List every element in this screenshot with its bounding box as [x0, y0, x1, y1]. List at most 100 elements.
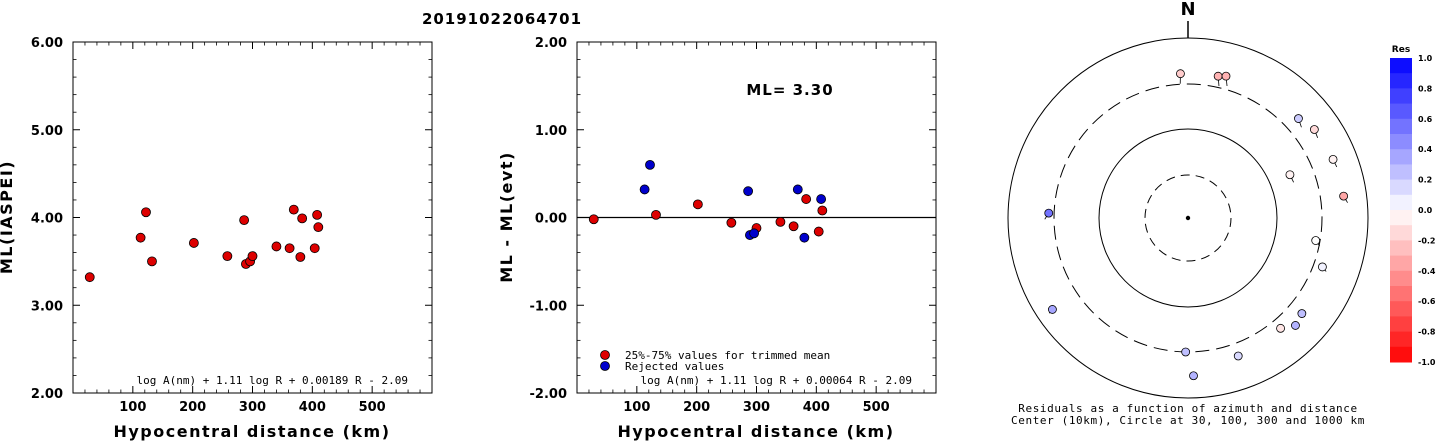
- panel1-x-axis-label: Hypocentral distance (km): [113, 422, 390, 441]
- station-residual: [1181, 347, 1191, 357]
- station-marker: [1189, 371, 1198, 381]
- data-point: [788, 221, 799, 232]
- colorbar-tick-label: -0.2: [1418, 236, 1436, 245]
- data-point: [817, 205, 828, 216]
- colorbar-cells: [1390, 58, 1412, 363]
- x-tick-label: 500: [359, 400, 386, 415]
- station-residual: [1189, 371, 1198, 381]
- data-point: [651, 209, 661, 220]
- station-marker: [1318, 262, 1327, 272]
- station-marker: [1339, 191, 1349, 201]
- panel2-formula: log A(nm) + 1.11 log R + 0.00064 R - 2.0…: [640, 374, 912, 387]
- data-point: [639, 184, 650, 195]
- colorbar-cell: [1390, 316, 1412, 333]
- y-tick-label: 5.00: [31, 124, 63, 139]
- data-point: [799, 232, 810, 243]
- colorbar-cell: [1390, 179, 1412, 196]
- data-point: [726, 217, 737, 228]
- circle-100km: [1098, 128, 1278, 308]
- data-point: [247, 251, 258, 262]
- colorbar-cell: [1390, 164, 1412, 181]
- station-residual: [1311, 236, 1321, 247]
- circle-1000km: [1007, 37, 1369, 399]
- x-tick-label: 400: [299, 400, 326, 415]
- y-tick-label: 2.00: [31, 387, 63, 402]
- data-point: [141, 207, 151, 218]
- data-point: [188, 238, 199, 248]
- colorbar-tick-label: -1.0: [1418, 358, 1436, 367]
- circle-30km: [1144, 174, 1232, 262]
- colorbar-cell: [1390, 73, 1412, 89]
- station-marker: [1221, 71, 1231, 81]
- station-marker: [1181, 347, 1191, 357]
- legend-label-rejected: Rejected values: [625, 360, 724, 373]
- colorbar-tick-label: 0.8: [1418, 84, 1433, 93]
- legend-marker-rejected: [600, 361, 610, 371]
- station-residual: [1233, 351, 1243, 361]
- y-tick-label: 3.00: [31, 299, 63, 314]
- panel1-ticks: [73, 41, 432, 394]
- data-point: [295, 252, 306, 262]
- y-tick-label: 6.00: [31, 36, 63, 51]
- station-residual: [1328, 154, 1338, 168]
- station-residual: [1318, 262, 1327, 272]
- panel1-tick-labels: 100 200 300 400 500 2.00 3.00 4.00 5.00 6.00: [31, 36, 386, 415]
- panel-azimuth-residuals: N Residuals as a function of azimuth and…: [1007, 0, 1369, 427]
- data-point: [271, 241, 282, 252]
- station-marker: [1294, 114, 1303, 123]
- panel1-y-axis-label: ML(IASPEI): [0, 160, 16, 274]
- data-point: [147, 256, 157, 267]
- x-tick-label: 200: [179, 400, 206, 415]
- data-point: [222, 251, 233, 262]
- data-point: [309, 243, 320, 254]
- station-marker: [1328, 154, 1338, 164]
- data-point: [775, 216, 786, 227]
- colorbar-tick-label: 0.2: [1418, 176, 1432, 185]
- data-point: [743, 186, 754, 197]
- figure-title: 20191022064701: [422, 10, 582, 28]
- data-point: [692, 199, 703, 210]
- colorbar-tick-label: 0.6: [1418, 115, 1433, 124]
- colorbar-cell: [1390, 194, 1412, 211]
- data-point: [239, 215, 250, 226]
- x-tick-label: 300: [743, 400, 770, 415]
- polar-points: [1044, 69, 1349, 381]
- x-tick-label: 300: [239, 400, 266, 415]
- y-tick-label: 4.00: [31, 212, 63, 227]
- station-residual: [1294, 114, 1303, 128]
- station-marker: [1285, 170, 1295, 180]
- colorbar-cell: [1390, 103, 1412, 120]
- data-point: [312, 209, 323, 220]
- station-marker: [1297, 309, 1307, 318]
- data-point: [288, 204, 299, 215]
- data-point: [135, 232, 146, 243]
- colorbar-cell: [1390, 149, 1412, 165]
- panel-residual-vs-distance: 100 200 300 400 500 -2.00 -1.00 0.00 1.00 2.00 ML…: [497, 36, 937, 441]
- colorbar-tick-label: 0.4: [1418, 145, 1433, 154]
- colorbar-cell: [1390, 88, 1412, 105]
- colorbar: Res 1.0 0.8 0.6 0.4 0.2 0.0 -0.2 -0.4 -0.6 -0.8 -1…: [1390, 45, 1436, 367]
- data-point: [284, 243, 295, 254]
- data-point: [84, 272, 95, 283]
- station-marker: [1233, 351, 1243, 361]
- station-residual: [1339, 191, 1349, 203]
- station-marker: [1044, 208, 1054, 218]
- colorbar-cell: [1390, 240, 1412, 257]
- panel2-y-axis-label: ML - ML(evt): [497, 151, 516, 283]
- station-marker: [1276, 323, 1285, 333]
- data-point: [816, 194, 827, 204]
- colorbar-tick-labels: 1.0 0.8 0.6 0.4 0.2 0.0 -0.2 -0.4 -0.6 -0.8 -1.0: [1418, 54, 1436, 367]
- data-point: [588, 214, 599, 225]
- panel2-x-axis-label: Hypocentral distance (km): [617, 422, 894, 441]
- polar-caption-line2: Center (10km), Circle at 30, 100, 300 an…: [1011, 414, 1365, 427]
- x-tick-label: 200: [683, 400, 710, 415]
- station-residual: [1291, 321, 1300, 330]
- colorbar-tick-label: -0.4: [1418, 267, 1436, 276]
- colorbar-cell: [1390, 346, 1412, 363]
- colorbar-tick-label: -0.8: [1418, 328, 1436, 337]
- legend-marker-trimmed: [600, 350, 610, 360]
- colorbar-tick-label: -0.6: [1418, 297, 1436, 306]
- station-marker: [1176, 69, 1185, 79]
- panel-ml-vs-distance: 100 200 300 400 500 2.00 3.00 4.00 5.00 6.00 log …: [0, 36, 433, 441]
- colorbar-cell: [1390, 331, 1412, 348]
